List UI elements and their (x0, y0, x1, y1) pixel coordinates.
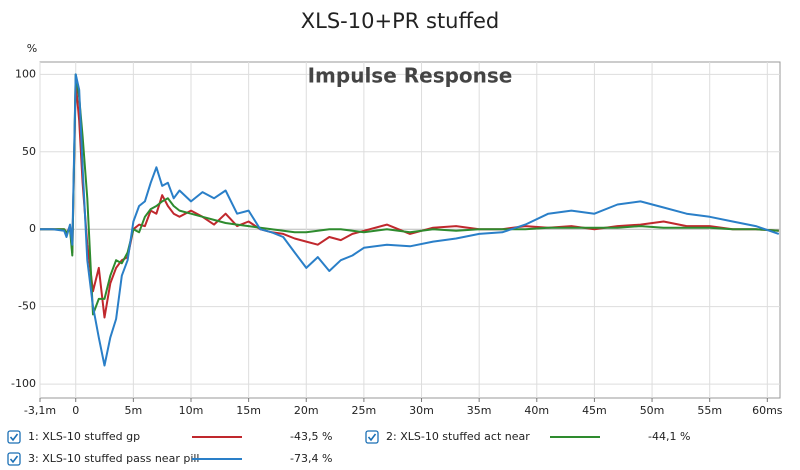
legend-checkmark (9, 455, 19, 464)
x-tick-label: -3,1m (24, 404, 56, 417)
x-tick-label: 10m (179, 404, 204, 417)
y-tick-label: 50 (22, 145, 36, 158)
x-tick-label: 25m (352, 404, 377, 417)
y-tick-label: 100 (15, 67, 36, 80)
y-tick-label: 0 (29, 222, 36, 235)
x-tick-label: 15m (236, 404, 261, 417)
x-tick-label: 45m (582, 404, 607, 417)
legend-value: -44,1 % (648, 430, 690, 443)
legend-checkmark (9, 433, 19, 442)
x-tick-label: 55m (697, 404, 722, 417)
legend-checkbox[interactable] (365, 430, 379, 444)
chart-title: XLS-10+PR stuffed (301, 9, 499, 33)
legend-checkbox[interactable] (7, 452, 21, 466)
legend-value: -73,4 % (290, 452, 332, 465)
x-tick-label: 5m (125, 404, 143, 417)
y-axis-label: % (27, 42, 37, 55)
y-tick-label: -50 (18, 300, 36, 313)
x-tick-label: 35m (467, 404, 492, 417)
x-tick-label: 30m (409, 404, 434, 417)
legend-label: 3: XLS-10 stuffed pass near pill (28, 452, 199, 465)
plot-area (39, 61, 781, 399)
legend-checkbox[interactable] (7, 430, 21, 444)
x-tick-label: 40m (524, 404, 549, 417)
x-tick-label: 50m (640, 404, 665, 417)
legend-label: 1: XLS-10 stuffed gp (28, 430, 140, 443)
series-line (40, 73, 780, 367)
legend-label: 2: XLS-10 stuffed act near (386, 430, 530, 443)
legend-checkmark (367, 433, 377, 442)
x-tick-label: 60ms (752, 404, 783, 417)
annotation: Impulse Response (308, 64, 513, 88)
x-tick-label: 20m (294, 404, 319, 417)
y-tick-label: -100 (11, 377, 36, 390)
x-tick-label: 0 (72, 404, 79, 417)
legend-value: -43,5 % (290, 430, 332, 443)
